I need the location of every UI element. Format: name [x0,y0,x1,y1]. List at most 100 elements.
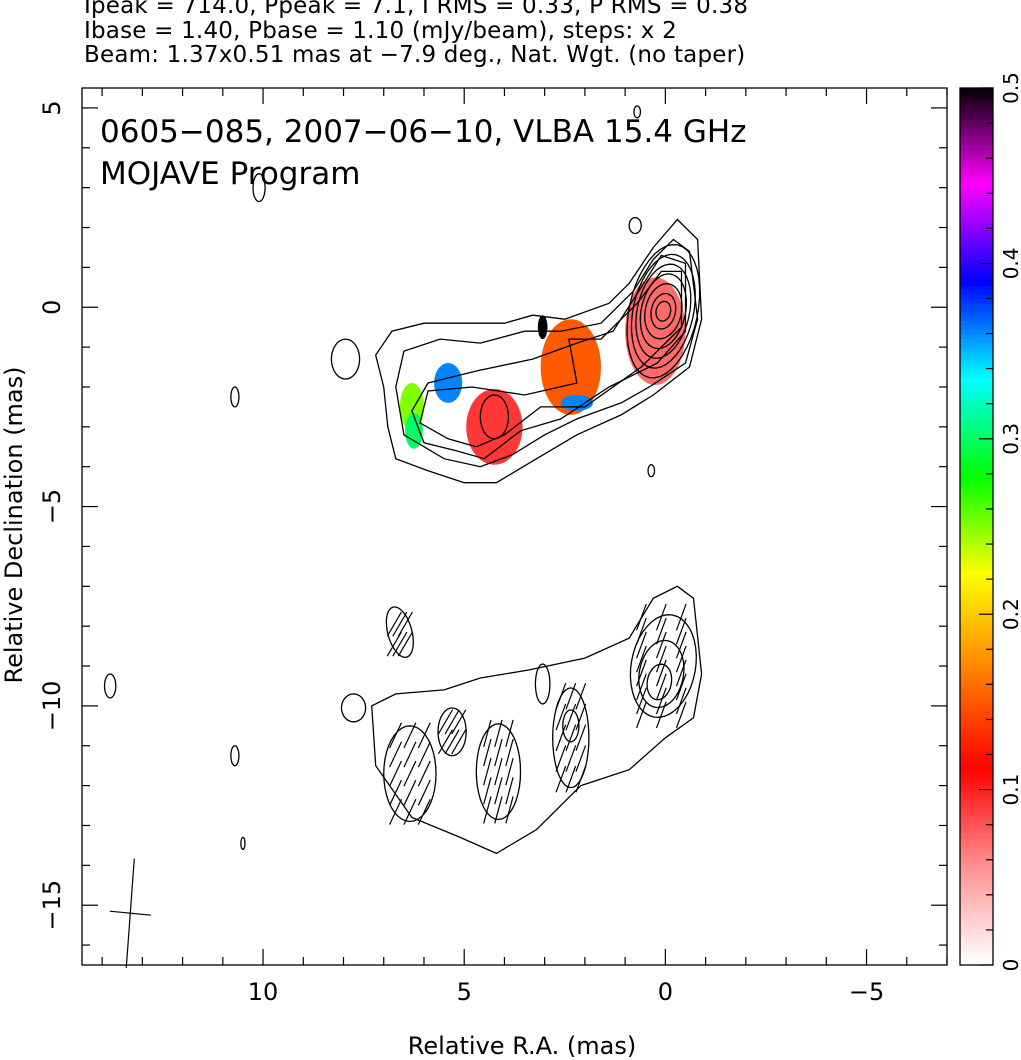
colorbar-band [960,162,993,168]
colorbar-band [960,438,993,444]
colorbar-band [960,723,993,729]
colorbar-band [960,557,993,563]
colorbar-band [960,267,993,273]
evpa-vector-23 [636,603,647,631]
colorbar-band [960,101,993,107]
evpa-vector-1 [655,701,667,729]
evpa-vector-29 [555,745,567,772]
y-tick-label: 5 [38,100,66,115]
colorbar-band [960,688,993,694]
colorbar-band [960,881,993,887]
colorbar-band [960,386,993,392]
evpa-vector-61 [403,799,417,825]
x-tick-label: 0 [658,978,673,1006]
polarization-patch-0 [625,277,686,385]
colorbar-band [960,465,993,471]
colorbar-band [960,671,993,677]
colorbar-band [960,202,993,207]
colorbar-band [960,188,993,194]
evpa-vector-65 [389,779,403,806]
colorbar-band [960,500,993,506]
colorbar-band [960,719,993,725]
evpa-vector-33 [575,703,587,731]
colorbar-band [960,903,993,909]
colorbar-band [960,368,993,374]
source-annotation: 0605−085, 2007−06−10, VLBA 15.4 GHz [100,114,746,150]
colorbar-band [960,197,993,203]
colorbar-band [960,951,993,957]
colorbar-band [960,618,993,624]
colorbar-band [960,166,993,172]
intensity-contour-0 [374,218,703,484]
evpa-vector-16 [655,631,667,659]
colorbar-band [960,715,993,721]
evpa-vector-42 [505,777,514,805]
colorbar-band [960,741,993,747]
colorbar-band [960,601,993,607]
noise-contour-6 [230,745,240,767]
colorbar-band [960,605,993,611]
header-peak-line: Ipeak = 714.0, Ppeak = 7.1, I RMS = 0.33… [84,0,749,19]
x-tick-label: 10 [248,978,279,1006]
colorbar-band [960,907,993,913]
colorbar-band [960,544,993,550]
colorbar-band [960,522,993,528]
evpa-vector-18 [675,617,687,645]
colorbar-band [960,574,993,580]
colorbar-band [960,469,993,475]
intensity-contour-2 [411,254,687,460]
colorbar-band [960,785,993,791]
lower-contour-5 [534,663,551,705]
colorbar-band [960,798,993,804]
colorbar-band [960,859,993,865]
colorbar-band [960,622,993,628]
evpa-vector-45 [505,758,514,786]
lower-contour-6 [475,723,522,821]
colorbar-band [960,123,993,129]
colorbar-band [960,408,993,414]
header-beam-line: Beam: 1.37x0.51 mas at −7.9 deg., Nat. W… [84,42,746,68]
colorbar-band [960,219,993,225]
colorbar-band [960,373,993,379]
intensity-contour-3 [419,270,683,448]
colorbar-band [960,482,993,488]
colorbar-band [960,846,993,852]
evpa-vector-64 [403,779,417,806]
colorbar-band [960,706,993,712]
colorbar-band [960,579,993,585]
evpa-vector-73 [403,722,417,749]
evpa-vector-69 [417,741,431,768]
colorbar-band [960,171,993,177]
colorbar-band [960,324,993,330]
colorbar-band [960,228,993,234]
evpa-vector-2 [636,701,647,729]
colorbar-band [960,184,993,190]
colorbar-band [960,710,993,716]
intensity-contour-layer [103,105,703,855]
colorbar-band [960,636,993,642]
evpa-vector-59 [437,709,454,735]
colorbar-band [960,631,993,637]
colorbar-band [960,548,993,554]
colorbar-band [960,644,993,650]
colorbar-band [960,399,993,405]
colorbar-band [960,565,993,571]
colorbar-band [960,763,993,769]
evpa-vector-8 [636,673,647,701]
colorbar-band [960,552,993,558]
evpa-vector-46 [494,758,503,786]
core-contour-6 [655,300,672,322]
colorbar-band [960,394,993,400]
colorbar-band [960,526,993,532]
intensity-contour-1 [395,238,699,468]
evpa-vector-19 [655,617,667,645]
colorbar-band [960,346,993,352]
evpa-vector-47 [483,758,492,786]
colorbar-band [960,872,993,878]
colorbar-band [960,684,993,690]
evpa-vector-53 [483,719,492,748]
colorbar-band [960,320,993,326]
core-contour-1 [630,253,696,369]
y-tick-label: −10 [38,681,66,732]
colorbar-band [960,772,993,778]
